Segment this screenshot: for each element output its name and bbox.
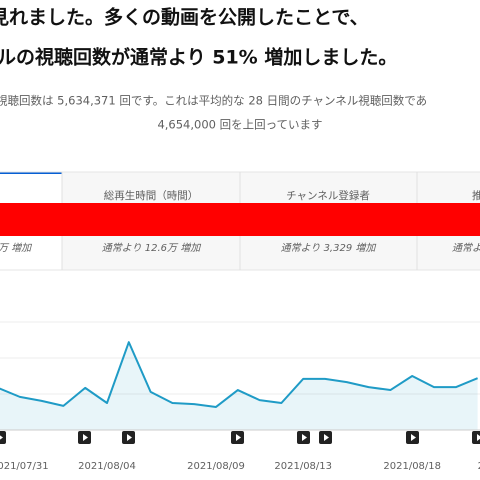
tab[interactable]: 万 増加 (0, 242, 32, 254)
tab-title: 総再生時間（時間） (104, 189, 199, 202)
x-tick-label: 2021/08/18 (383, 461, 441, 472)
tab[interactable]: 総再生時間（時間） 通常より 12.6万 増加 (102, 189, 201, 254)
play-glyph (477, 434, 480, 441)
play-glyph (236, 434, 241, 441)
tab-detail: 万 増加 (0, 242, 32, 254)
play-glyph (411, 434, 416, 441)
video-icon[interactable] (472, 431, 480, 444)
tab-detail: 通常より 12.6万 増加 (102, 242, 201, 254)
tab[interactable]: 推 通常より (452, 189, 480, 254)
tab-title: チャンネル登録者 (286, 189, 370, 202)
summary: 4,654,000 回を上回っています (157, 118, 322, 132)
tab-selected (0, 172, 62, 174)
play-glyph (127, 434, 132, 441)
area-fill (0, 342, 478, 430)
chart: 2021/07/31 2021/08/04 2021/08/09 2021/08/13… (0, 321, 480, 472)
tab[interactable]: チャンネル登録者 通常より 3,329 増加 (281, 189, 377, 254)
redaction (0, 203, 480, 236)
x-tick-label: 2021/08/09 (187, 461, 245, 472)
play-glyph (83, 434, 88, 441)
tab-detail: 通常より 3,329 増加 (281, 242, 377, 254)
x-tick-label: 2021/07/31 (0, 461, 49, 472)
headline: 見れました。多くの動画を公開したことで、 (0, 6, 369, 29)
tab-title: 推 (472, 189, 480, 202)
tab-detail: 通常より (452, 242, 480, 254)
play-glyph (0, 435, 3, 440)
summary: 視聴回数は 5,634,371 回です。これは平均的な 28 日間のチャンネル視… (0, 94, 427, 108)
play-glyph (324, 434, 329, 441)
line (0, 341, 478, 408)
headline: ルの視聴回数が通常より 51% 増加しました。 (0, 46, 397, 69)
x-tick-label: 202 (478, 461, 480, 472)
play-glyph (302, 434, 307, 441)
play-glyphs (0, 434, 480, 441)
x-tick-label: 2021/08/13 (274, 461, 332, 472)
x-tick-label: 2021/08/04 (78, 461, 136, 472)
